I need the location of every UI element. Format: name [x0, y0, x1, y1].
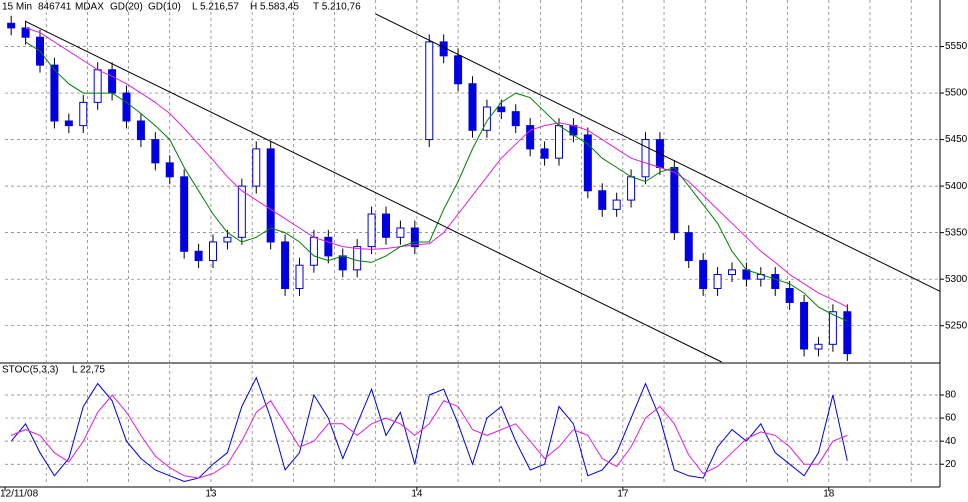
x-tick-label: 13 — [205, 489, 217, 500]
candle-body — [526, 125, 535, 150]
candle-body — [79, 101, 88, 127]
candle-body — [583, 134, 592, 192]
x-tick-label: 12/11/08 — [0, 489, 39, 500]
symbol: MDAX — [75, 2, 104, 13]
candle-body — [93, 69, 102, 103]
x-tick-label: 14 — [411, 489, 423, 500]
y-tick-label: 5450 — [945, 134, 968, 145]
candle-body — [713, 274, 722, 289]
y-tick-label: 40 — [945, 436, 957, 447]
x-tick-label: 17 — [617, 489, 629, 500]
candle-body — [598, 190, 607, 210]
candle-body — [209, 241, 218, 262]
candle-body — [482, 106, 491, 131]
candle-body — [151, 139, 160, 164]
oscillator-line — [11, 394, 848, 479]
legend-entry: GD(20) — [110, 2, 143, 13]
instrument-id: 846741 — [38, 2, 72, 13]
candle-body — [50, 64, 59, 122]
candle-body — [699, 260, 708, 289]
stat-last: T 5.210,76 — [313, 2, 361, 13]
candle-body — [136, 120, 145, 141]
candle-body — [843, 311, 852, 355]
period: 15 Min — [2, 2, 32, 13]
candle-body — [641, 139, 650, 178]
moving-average — [25, 41, 848, 322]
candle-body — [468, 83, 477, 131]
candle-body — [742, 269, 751, 280]
oscillator-line — [10, 376, 848, 483]
candle-body — [338, 255, 347, 271]
candle-body — [252, 148, 261, 187]
candle-body — [324, 236, 333, 257]
candle-body — [108, 69, 117, 94]
candle-body — [64, 120, 73, 127]
y-tick-label: 60 — [945, 413, 957, 424]
candle-body — [21, 27, 30, 38]
candle-body — [353, 246, 362, 271]
y-tick-label: 20 — [945, 459, 957, 470]
candle-body — [425, 41, 434, 141]
candle-body — [410, 227, 419, 248]
candle-body — [828, 311, 837, 345]
y-tick-label: 5400 — [945, 181, 968, 192]
candle-body — [382, 213, 391, 238]
candle-body — [511, 111, 520, 127]
candle-body — [7, 22, 16, 29]
indicator-last: L 22,75 — [72, 365, 105, 376]
candle-body — [281, 241, 290, 289]
candle-body — [814, 343, 823, 350]
y-tick-label: 5300 — [945, 274, 968, 285]
candle-body — [670, 167, 679, 234]
candle-body — [367, 213, 376, 248]
candle-body — [122, 92, 131, 122]
indicator-title: STOC(5,3,3) — [2, 365, 59, 376]
candle-body — [627, 176, 636, 201]
candle-body — [612, 199, 621, 210]
moving-average — [25, 27, 848, 308]
y-tick-label: 5550 — [945, 41, 968, 52]
candle-body — [266, 148, 275, 243]
trend-line — [375, 13, 941, 292]
candle-body — [497, 106, 506, 113]
candle-body — [684, 232, 693, 262]
candle-body — [554, 125, 563, 159]
candle-body — [785, 287, 794, 303]
candle-body — [237, 185, 246, 238]
candle-body — [180, 176, 189, 252]
stat-high: H 5.583,45 — [250, 2, 299, 13]
legend-entry: GD(10) — [148, 2, 181, 13]
x-tick-label: 18 — [823, 489, 835, 500]
candle-body — [454, 55, 463, 85]
candle-body — [771, 274, 780, 289]
y-tick-label: 5500 — [945, 88, 968, 99]
stat-low: L 5.216,57 — [192, 2, 239, 13]
candle-body — [165, 162, 174, 178]
y-tick-label: 5250 — [945, 320, 968, 331]
trend-line — [25, 20, 722, 363]
candle-body — [295, 264, 304, 289]
candle-body — [800, 301, 809, 350]
candle-body — [540, 148, 549, 159]
candle-body — [396, 227, 405, 238]
candle-body — [727, 269, 736, 276]
y-tick-label: 5350 — [945, 227, 968, 238]
candle-body — [309, 236, 318, 266]
candle-body — [194, 250, 203, 262]
y-tick-label: 80 — [945, 390, 957, 401]
candle-body — [223, 236, 232, 243]
